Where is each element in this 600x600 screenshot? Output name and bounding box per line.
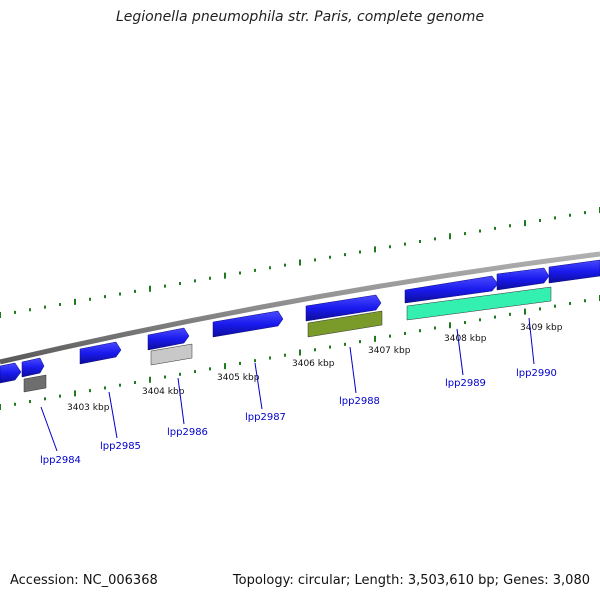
topology-text: Topology: circular; Length: 3,503,610 bp… (232, 573, 590, 588)
reverse-feature-lpp2988[interactable] (307, 310, 383, 338)
reverse-feature-lpp2989[interactable] (406, 286, 552, 321)
gene-label-lpp2986[interactable]: lpp2986 (167, 427, 208, 438)
gene-arrow-lpp2989[interactable] (404, 275, 499, 304)
gene-labels: lpp2984 lpp2985 lpp2986 lpp2987 lpp2988 … (40, 368, 557, 466)
kbp-label: 3409 kbp (520, 323, 563, 333)
gene-arrow-lpp2987[interactable] (212, 310, 284, 338)
leader-line (528, 317, 535, 365)
gene-label-lpp2990[interactable]: lpp2990 (516, 368, 557, 379)
reverse-feature-lpp2984[interactable] (23, 374, 47, 393)
leader-line (254, 362, 263, 410)
gene-label-lpp2987[interactable]: lpp2987 (245, 412, 286, 423)
kbp-label: 3408 kbp (444, 334, 487, 344)
kbp-labels: 3403 kbp 3404 kbp 3405 kbp 3406 kbp 3407… (67, 323, 563, 413)
gene-arrow-lpp2983[interactable] (0, 362, 22, 384)
gene-label-lpp2989[interactable]: lpp2989 (445, 378, 486, 389)
kbp-label: 3406 kbp (292, 359, 335, 369)
genome-backbone (0, 251, 600, 365)
leader-line (177, 377, 185, 425)
page-title: Legionella pneumophila str. Paris, compl… (115, 9, 485, 25)
gene-arrow-lpp2985[interactable] (79, 341, 122, 365)
reverse-feature-lpp2986[interactable] (150, 343, 193, 366)
kbp-label: 3404 kbp (142, 387, 185, 397)
gene-arrow-lpp2991[interactable] (548, 259, 600, 284)
inner-features (23, 286, 552, 393)
gene-arrow-lpp2984[interactable] (21, 357, 45, 378)
leader-line (349, 346, 357, 394)
leader-line (108, 391, 118, 439)
forward-genes (0, 259, 600, 384)
gene-arrow-lpp2988[interactable] (305, 294, 382, 322)
gene-arrow-lpp2986[interactable] (147, 327, 190, 351)
kbp-label: 3405 kbp (217, 373, 260, 383)
kbp-label: 3407 kbp (368, 346, 411, 356)
accession-text: Accession: NC_006368 (10, 573, 158, 588)
leader-line (456, 328, 464, 376)
outer-tick-track (0, 207, 600, 318)
inner-tick-track (0, 295, 600, 410)
leader-line (40, 406, 58, 452)
gene-label-lpp2984[interactable]: lpp2984 (40, 455, 81, 466)
gene-label-lpp2985[interactable]: lpp2985 (100, 441, 141, 452)
gene-label-lpp2988[interactable]: lpp2988 (339, 396, 380, 407)
gene-arrow-lpp2990[interactable] (496, 267, 550, 291)
kbp-label: 3403 kbp (67, 403, 110, 413)
gene-label-leaders (40, 317, 535, 452)
